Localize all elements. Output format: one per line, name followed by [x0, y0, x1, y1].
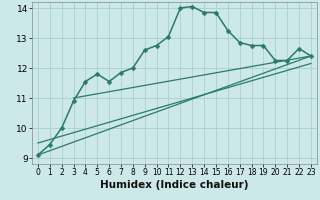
X-axis label: Humidex (Indice chaleur): Humidex (Indice chaleur): [100, 180, 249, 190]
